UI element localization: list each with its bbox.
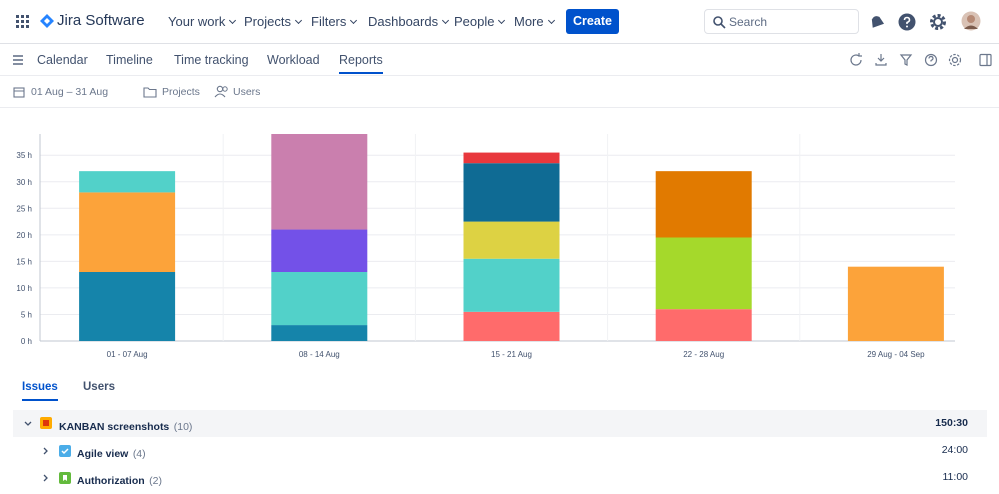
x-tick-label: 08 - 14 Aug	[299, 350, 340, 359]
bar-segment	[655, 309, 752, 341]
app-switcher[interactable]	[15, 14, 31, 30]
report-tab[interactable]: Issues	[22, 381, 58, 393]
bar-segment	[463, 221, 560, 259]
row-total: 11:00	[942, 471, 969, 483]
tab[interactable]: Workload	[267, 53, 320, 67]
issue-count: (4)	[132, 448, 146, 460]
tab[interactable]: Calendar	[37, 53, 88, 67]
jira-logo[interactable]	[39, 13, 55, 29]
bar-segment	[271, 325, 368, 341]
x-tick-label: 29 Aug - 04 Sep	[867, 350, 925, 359]
bar-segment	[79, 272, 176, 341]
sub-nav	[0, 44, 999, 76]
bar-segment	[271, 229, 368, 272]
y-tick-label: 30 h	[16, 178, 32, 187]
issue-name: Agile view	[77, 448, 129, 460]
expand-icon[interactable]	[41, 473, 51, 483]
tab[interactable]: Reports	[339, 53, 383, 67]
bar-segment	[655, 171, 752, 238]
project-icon	[40, 417, 52, 429]
divider	[0, 107, 999, 108]
collapse-icon[interactable]	[23, 419, 33, 429]
create-button[interactable]: Create	[566, 9, 619, 34]
notifications[interactable]	[867, 12, 887, 32]
bar-segment	[79, 171, 176, 193]
y-tick-label: 35 h	[16, 151, 32, 160]
group-row-bg	[13, 410, 987, 437]
avatar[interactable]	[961, 11, 981, 31]
settings[interactable]	[928, 12, 948, 32]
issue-count: (10)	[173, 421, 193, 433]
projects-filter[interactable]: Projects	[162, 86, 200, 98]
issue-name: Authorization	[77, 475, 145, 487]
bar-segment	[847, 266, 944, 341]
issue-count: (2)	[149, 475, 162, 487]
search-placeholder: Search	[729, 15, 768, 29]
expand-icon[interactable]	[41, 446, 51, 456]
bar-segment	[463, 311, 560, 341]
table-row[interactable]: Agile view (4)	[77, 444, 146, 462]
bar-segment	[463, 258, 560, 312]
nav-item[interactable]: Dashboards	[368, 14, 448, 29]
report-tab[interactable]: Users	[83, 381, 115, 393]
issue-name: KANBAN screenshots	[59, 421, 170, 433]
search-box[interactable]	[704, 9, 859, 34]
nav-item[interactable]: More	[514, 14, 554, 29]
users-filter[interactable]: Users	[233, 86, 261, 98]
tab[interactable]: Time tracking	[174, 53, 249, 67]
active-tab-indicator	[339, 72, 383, 74]
bar-segment	[271, 134, 368, 230]
nav-item[interactable]: People	[454, 14, 504, 29]
active-report-tab-indicator	[22, 399, 58, 401]
y-tick-label: 10 h	[16, 284, 32, 293]
y-tick-label: 0 h	[21, 337, 32, 346]
brand[interactable]: Jira Software	[57, 12, 145, 29]
y-tick-label: 20 h	[16, 231, 32, 240]
table-row[interactable]: Authorization (2)	[77, 471, 162, 489]
menu-toggle[interactable]	[12, 54, 24, 66]
row-total: 24:00	[941, 444, 968, 456]
nav-item[interactable]: Projects	[244, 14, 301, 29]
bar-segment	[463, 163, 560, 222]
story-icon	[59, 472, 71, 484]
bar-segment	[655, 237, 752, 310]
toolbar-icons[interactable]	[848, 52, 993, 68]
row-total: 150:30	[935, 417, 968, 429]
calendar-icon	[13, 87, 25, 98]
x-tick-label: 22 - 28 Aug	[683, 350, 724, 359]
bar-segment	[271, 272, 368, 326]
users-icon	[214, 85, 228, 98]
date-filter[interactable]: 01 Aug – 31 Aug	[31, 86, 109, 98]
task-icon	[59, 445, 71, 457]
bar-segment	[79, 192, 176, 272]
top-nav	[0, 0, 999, 44]
nav-item[interactable]: Filters	[311, 14, 356, 29]
nav-item[interactable]: Your work	[168, 14, 235, 29]
y-tick-label: 25 h	[16, 204, 32, 213]
y-tick-label: 15 h	[16, 257, 32, 266]
tab[interactable]: Timeline	[106, 53, 153, 67]
help[interactable]	[897, 12, 917, 32]
search-icon	[713, 16, 726, 29]
x-tick-label: 15 - 21 Aug	[491, 350, 532, 359]
table-row[interactable]: KANBAN screenshots (10)	[59, 417, 192, 435]
chart: 0 h 5 h 10 h 15 h 20 h 25 h 30 h 35 h 01 - 07 Au…	[16, 134, 955, 359]
bar-segment	[463, 152, 560, 164]
folder-icon	[143, 87, 157, 98]
y-tick-label: 5 h	[21, 310, 32, 319]
x-tick-label: 01 - 07 Aug	[107, 350, 148, 359]
